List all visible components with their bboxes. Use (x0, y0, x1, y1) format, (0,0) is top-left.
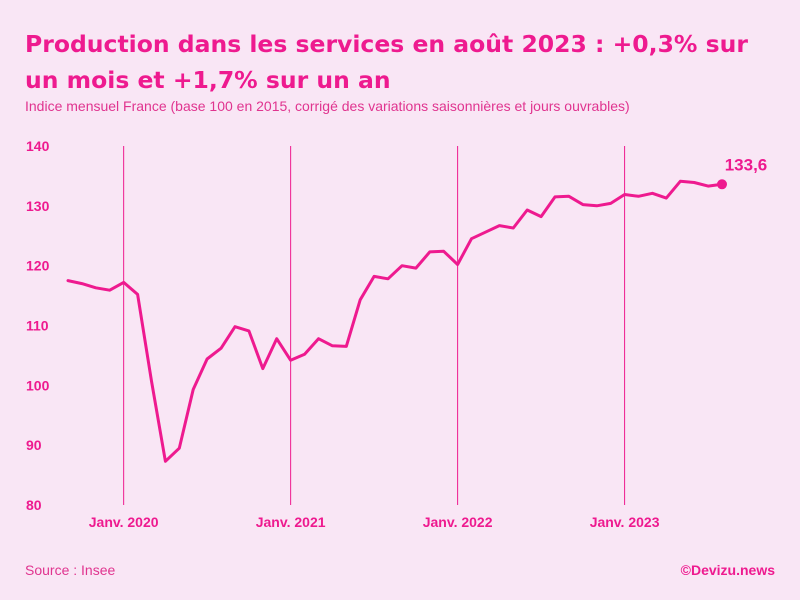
last-value-marker (717, 179, 727, 190)
y-tick-label: 140 (26, 138, 50, 154)
y-tick-label: 80 (26, 497, 42, 513)
source-note: Source : Insee (25, 562, 116, 578)
annotations: 133,6 (717, 155, 768, 190)
x-tick-label: Janv. 2023 (590, 514, 660, 530)
series-group (66, 179, 724, 463)
chart-title: Production dans les services en août 202… (25, 30, 748, 94)
last-value-label: 133,6 (725, 155, 768, 174)
y-tick-label: 130 (26, 198, 50, 214)
gridlines (123, 146, 626, 505)
y-axis-ticks: 80 90 100 110 120 130 140 (26, 138, 50, 513)
x-tick-label: Janv. 2020 (89, 514, 159, 530)
x-tick-label: Janv. 2022 (423, 514, 493, 530)
y-tick-label: 100 (26, 377, 50, 393)
x-tick-label: Janv. 2021 (256, 514, 326, 530)
x-axis-ticks: Janv. 2020 Janv. 2021 Janv. 2022 Janv. 2023 (89, 514, 660, 530)
chart-subtitle: Indice mensuel France (base 100 en 2015,… (25, 98, 630, 114)
series-line (66, 179, 724, 463)
y-tick-label: 110 (26, 318, 49, 334)
credit-note: ©Devizu.news (680, 562, 775, 578)
y-tick-label: 120 (26, 258, 50, 274)
y-tick-label: 90 (26, 437, 42, 453)
